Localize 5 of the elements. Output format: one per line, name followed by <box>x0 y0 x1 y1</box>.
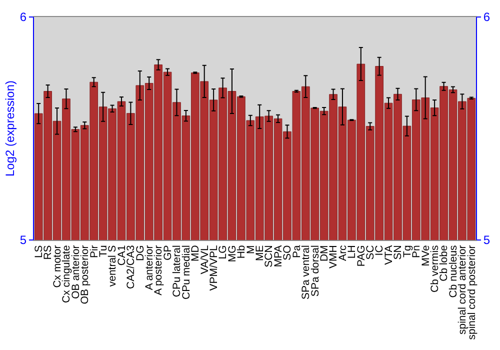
x-tick-label: SO <box>282 245 294 260</box>
x-tick-label: CPu medial <box>180 245 192 300</box>
y2-tick-label: 6 <box>483 10 490 24</box>
y-axis-title: Log2 (expression) <box>3 80 18 177</box>
y2-tick-label: 5 <box>483 233 490 248</box>
